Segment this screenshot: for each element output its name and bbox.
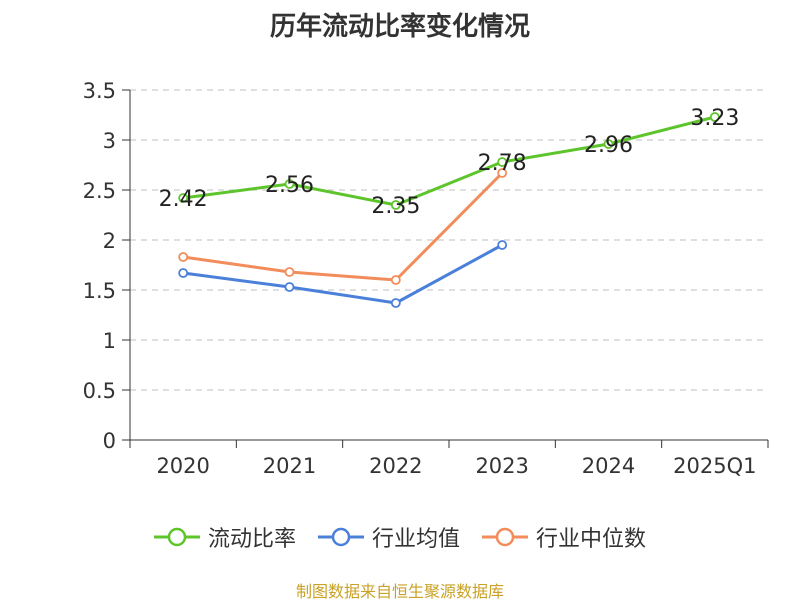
- x-tick-label: 2024: [582, 454, 635, 478]
- legend-marker: [167, 527, 187, 547]
- series-line-2: [182, 171, 504, 282]
- data-label: 2.78: [478, 151, 527, 176]
- legend-label: 流动比率: [207, 527, 296, 552]
- data-label: 2.35: [371, 194, 420, 219]
- data-point: [178, 193, 189, 203]
- data-point: [390, 200, 401, 210]
- x-tick-label: 2023: [475, 454, 528, 478]
- y-tick-label: 1: [103, 329, 116, 353]
- source-note: 制图数据来自恒生聚源数据库: [295, 582, 504, 601]
- grid-lines: [130, 89, 768, 391]
- axes: 0 0.5 1 1.5 2 2.5 3 3.5 2020 2021 2022 2023 2024 2025…: [83, 79, 769, 478]
- data-point: [709, 112, 720, 122]
- data-point: [284, 282, 295, 292]
- y-tick-label: 1.5: [83, 279, 116, 303]
- data-point: [390, 275, 401, 285]
- data-point: [497, 168, 508, 178]
- data-point: [603, 139, 614, 149]
- series-lines: [178, 112, 720, 308]
- data-point: [178, 268, 189, 278]
- data-point: [284, 267, 295, 277]
- legend-item[interactable]: 行业均值: [317, 521, 460, 553]
- y-tick-label: 3.5: [83, 79, 116, 103]
- data-labels: 2.42 2.56 2.35 2.78 2.96 3.23: [159, 106, 740, 219]
- data-point: [390, 298, 401, 308]
- chart-title: 历年流动比率变化情况: [269, 12, 530, 42]
- y-tick-label: 0: [103, 429, 116, 453]
- legend-item[interactable]: 行业中位数: [482, 521, 646, 553]
- legend-swatch: [317, 527, 364, 547]
- series-line-1: [182, 243, 503, 305]
- legend-swatch: [482, 527, 528, 547]
- legend: 流动比率 行业均值 行业中位数: [0, 520, 800, 554]
- data-label: 2.56: [265, 173, 314, 198]
- y-tick-label: 2: [103, 229, 116, 253]
- y-tick-label: 2.5: [83, 179, 116, 203]
- x-tick-label: 2021: [263, 454, 316, 478]
- legend-marker: [495, 527, 515, 547]
- x-tick-label: 2025Q1: [673, 454, 756, 478]
- data-point: [284, 179, 295, 189]
- y-tick-label: 3: [103, 129, 116, 153]
- legend-swatch: [153, 527, 200, 547]
- data-point: [178, 252, 189, 262]
- data-point: [497, 240, 508, 250]
- data-point: [497, 157, 508, 167]
- x-tick-label: 2022: [369, 454, 422, 478]
- data-label: 2.42: [159, 187, 208, 212]
- legend-label: 行业中位数: [536, 527, 647, 552]
- legend-item[interactable]: 流动比率: [153, 521, 296, 553]
- y-tick-label: 0.5: [83, 379, 116, 403]
- data-label: 3.23: [690, 106, 739, 131]
- series-line-0: [182, 115, 716, 207]
- legend-label: 行业均值: [371, 527, 460, 552]
- x-tick-label: 2020: [156, 454, 209, 478]
- legend-marker: [331, 527, 351, 547]
- data-label: 2.96: [584, 133, 633, 158]
